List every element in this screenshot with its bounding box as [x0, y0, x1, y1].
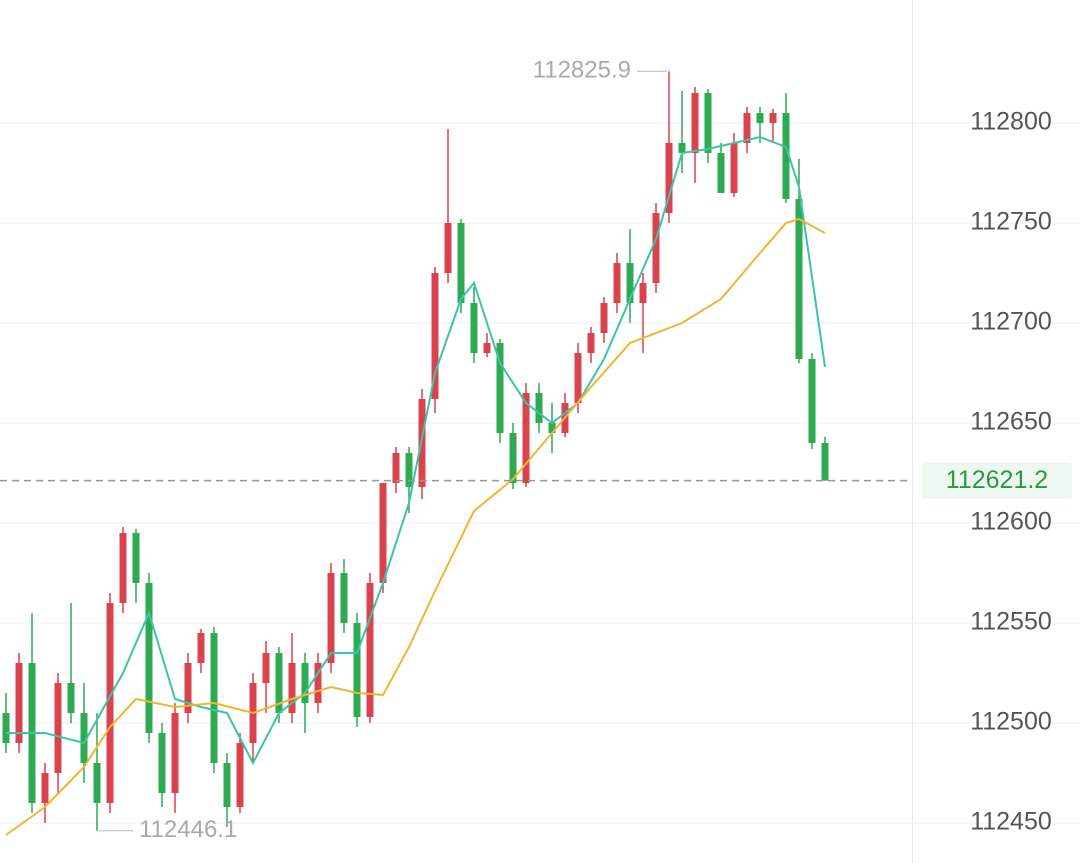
- candle-body: [717, 153, 725, 193]
- candle-body: [574, 353, 582, 403]
- candle-body: [548, 423, 556, 433]
- candle-body: [314, 663, 322, 703]
- candle-body: [392, 453, 400, 483]
- candle-body: [2, 713, 10, 743]
- candle-body: [743, 113, 751, 143]
- candle-body: [184, 663, 192, 713]
- y-tick-label: 112600: [970, 508, 1052, 536]
- candle-body: [366, 583, 374, 717]
- candle-body: [769, 113, 777, 123]
- candle-body: [171, 713, 179, 793]
- candle-body: [730, 143, 738, 193]
- candle-body: [782, 113, 790, 199]
- candle-body: [210, 633, 218, 763]
- y-tick-label: 112550: [970, 608, 1052, 636]
- candle-body: [236, 743, 244, 807]
- candle-body: [197, 633, 205, 663]
- candle-body: [704, 93, 712, 153]
- moving-average-line: [6, 135, 826, 766]
- candle-body: [80, 713, 88, 763]
- candle-body: [405, 453, 413, 487]
- candle-body: [522, 393, 530, 483]
- last-price-label: 112621.2: [946, 466, 1048, 494]
- candle-body: [639, 283, 647, 303]
- candle-body: [678, 143, 686, 153]
- last-price-box: [922, 462, 1072, 499]
- candle-body: [223, 763, 231, 807]
- candle-body: [470, 303, 478, 353]
- candle-body: [535, 393, 543, 423]
- candle-body: [509, 433, 517, 483]
- candle-body: [691, 93, 699, 153]
- candle-body: [821, 443, 829, 481]
- candle-body: [132, 533, 140, 583]
- moving-average-line: [5, 217, 826, 836]
- candle-body: [613, 263, 621, 303]
- candle-body: [275, 653, 283, 713]
- candle-body: [665, 143, 673, 213]
- candle-body: [496, 343, 504, 433]
- candle-body: [457, 223, 465, 303]
- candle-body: [652, 213, 660, 283]
- candle-body: [67, 683, 75, 713]
- candle-body: [106, 603, 114, 803]
- candle-body: [93, 763, 101, 803]
- candle-body: [756, 113, 764, 123]
- candle-body: [327, 573, 335, 663]
- candle-body: [353, 623, 361, 717]
- candle-body: [379, 483, 387, 583]
- y-tick-label: 112700: [970, 308, 1052, 336]
- candle-body: [15, 663, 23, 743]
- candle-body: [301, 663, 309, 703]
- high-label: 112825.9: [533, 57, 631, 84]
- candle-body: [808, 359, 816, 443]
- candle-body: [626, 263, 634, 303]
- y-tick-label: 112800: [970, 108, 1052, 136]
- y-tick-label: 112450: [970, 808, 1052, 836]
- candle-body: [119, 533, 127, 603]
- candle-body: [431, 273, 439, 399]
- candle-body: [54, 683, 62, 773]
- candle-body: [340, 573, 348, 623]
- y-tick-label: 112500: [970, 708, 1052, 736]
- candle-body: [600, 303, 608, 333]
- candle-body: [41, 773, 49, 803]
- low-label: 112446.1: [139, 816, 237, 843]
- candle-body: [444, 223, 452, 273]
- y-tick-label: 112650: [970, 408, 1052, 436]
- candle-body: [288, 663, 296, 713]
- candle-body: [145, 583, 153, 733]
- candle-body: [795, 199, 803, 359]
- candle-body: [262, 653, 270, 683]
- candle-body: [158, 733, 166, 793]
- y-tick-label: 112750: [970, 208, 1052, 236]
- candle-body: [483, 343, 491, 353]
- candle-body: [587, 333, 595, 353]
